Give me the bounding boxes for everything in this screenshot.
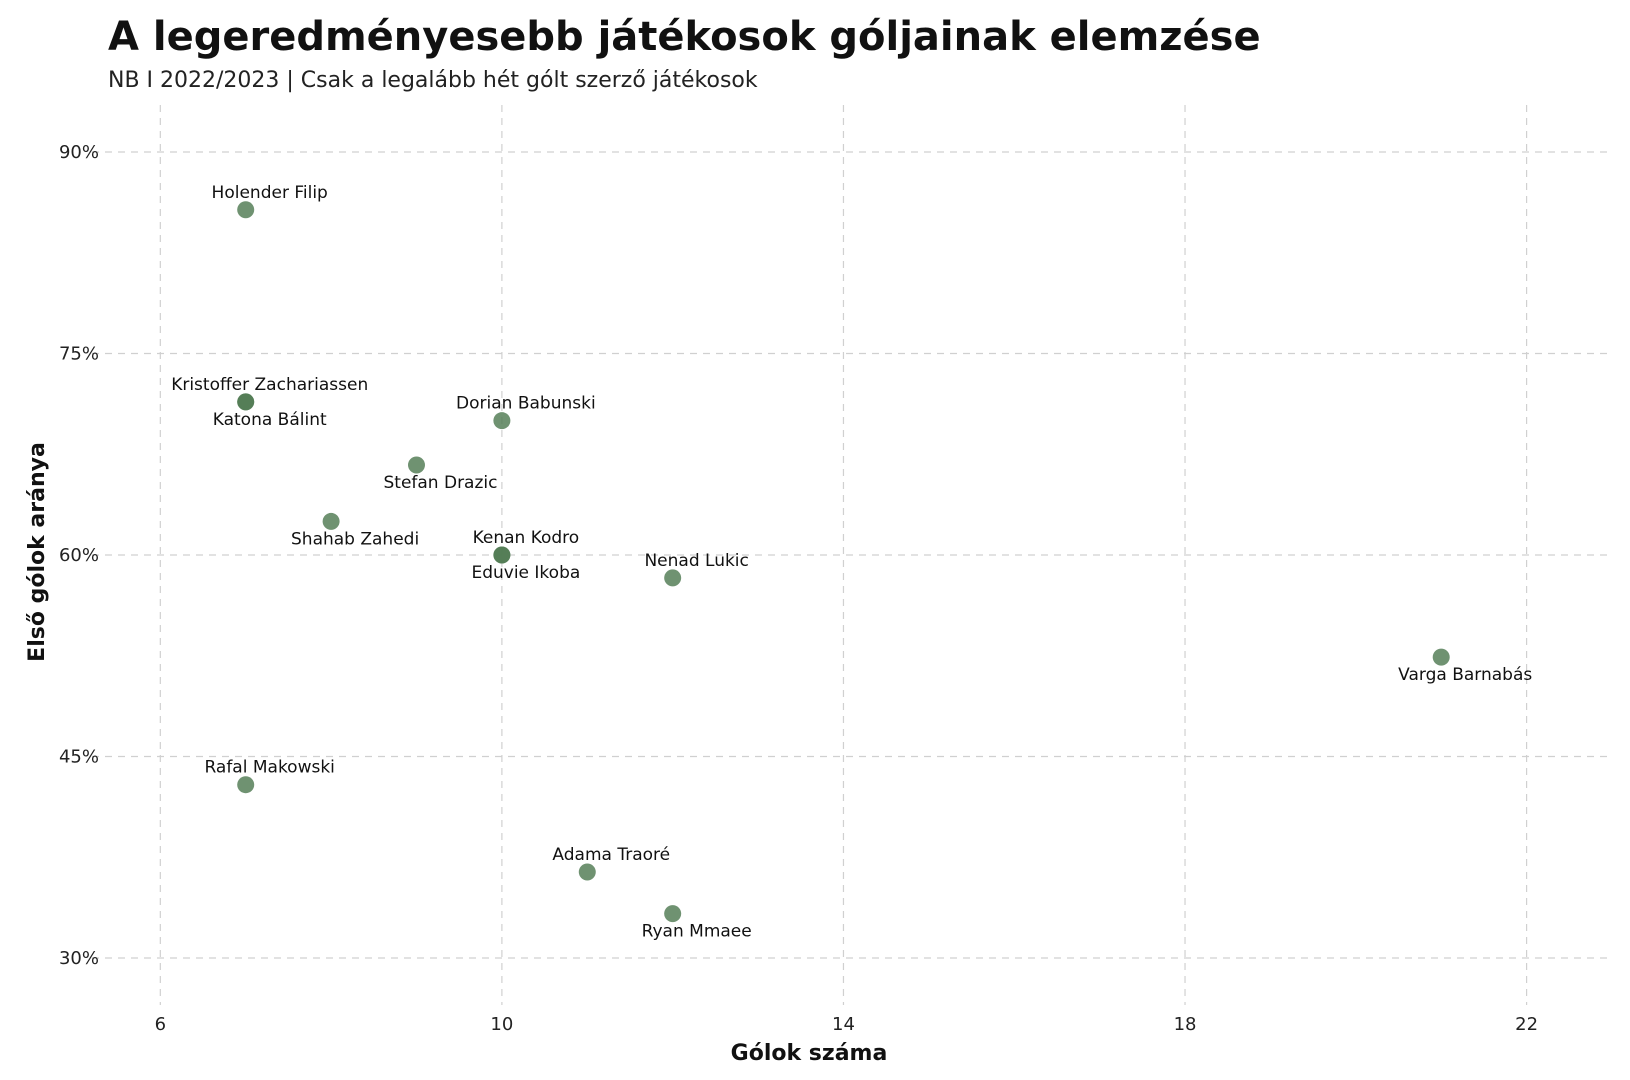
point-label: Nenad Lukic	[644, 551, 748, 571]
x-tick-label: 22	[1515, 1014, 1538, 1035]
x-tick-label: 14	[832, 1014, 855, 1035]
data-point	[237, 776, 255, 794]
point-label: Holender Filip	[212, 183, 328, 203]
data-point	[407, 456, 425, 474]
axis-ticks: 6 10 14 18 22 30% 45% 60% 75% 90%	[59, 142, 1538, 1035]
point-label: Kenan Kodro	[473, 528, 580, 548]
data-point	[237, 201, 255, 219]
point-label: Eduvie Ikoba	[471, 563, 580, 583]
grid-lines	[92, 105, 1612, 1005]
data-point	[237, 393, 255, 411]
point-label: Stefan Drazic	[383, 473, 497, 493]
point-label: Kristoffer Zachariassen	[171, 375, 368, 395]
chart-title: A legeredményesebb játékosok góljainak e…	[108, 14, 1261, 60]
y-tick-label: 60%	[59, 545, 99, 566]
point-label: Rafal Makowski	[204, 758, 334, 778]
data-point	[1432, 648, 1450, 666]
x-axis-label: Gólok száma	[731, 1041, 888, 1066]
point-label: Dorian Babunski	[456, 394, 596, 414]
y-tick-label: 45%	[59, 746, 99, 767]
y-tick-label: 90%	[59, 142, 99, 163]
data-point	[493, 412, 511, 430]
x-tick-label: 18	[1174, 1014, 1197, 1035]
x-tick-label: 10	[490, 1014, 513, 1035]
point-label: Adama Traoré	[552, 845, 670, 865]
y-tick-label: 30%	[59, 948, 99, 969]
data-point	[493, 546, 511, 564]
x-tick-label: 6	[155, 1014, 166, 1035]
data-point	[664, 569, 682, 587]
y-axis-label: Első gólok aránya	[25, 442, 50, 662]
point-label: Ryan Mmaee	[642, 922, 752, 942]
point-label: Shahab Zahedi	[291, 529, 419, 549]
point-label: Katona Bálint	[213, 410, 327, 430]
data-point	[578, 863, 596, 881]
data-point	[664, 905, 682, 923]
data-points	[237, 201, 1450, 923]
data-point	[322, 512, 340, 530]
y-tick-label: 75%	[59, 344, 99, 365]
chart-subtitle: NB I 2022/2023 | Csak a legalább hét gól…	[108, 68, 758, 93]
point-label: Varga Barnabás	[1398, 665, 1532, 685]
point-labels: Holender Filip Kristoffer Zachariassen Kat…	[171, 183, 1532, 942]
